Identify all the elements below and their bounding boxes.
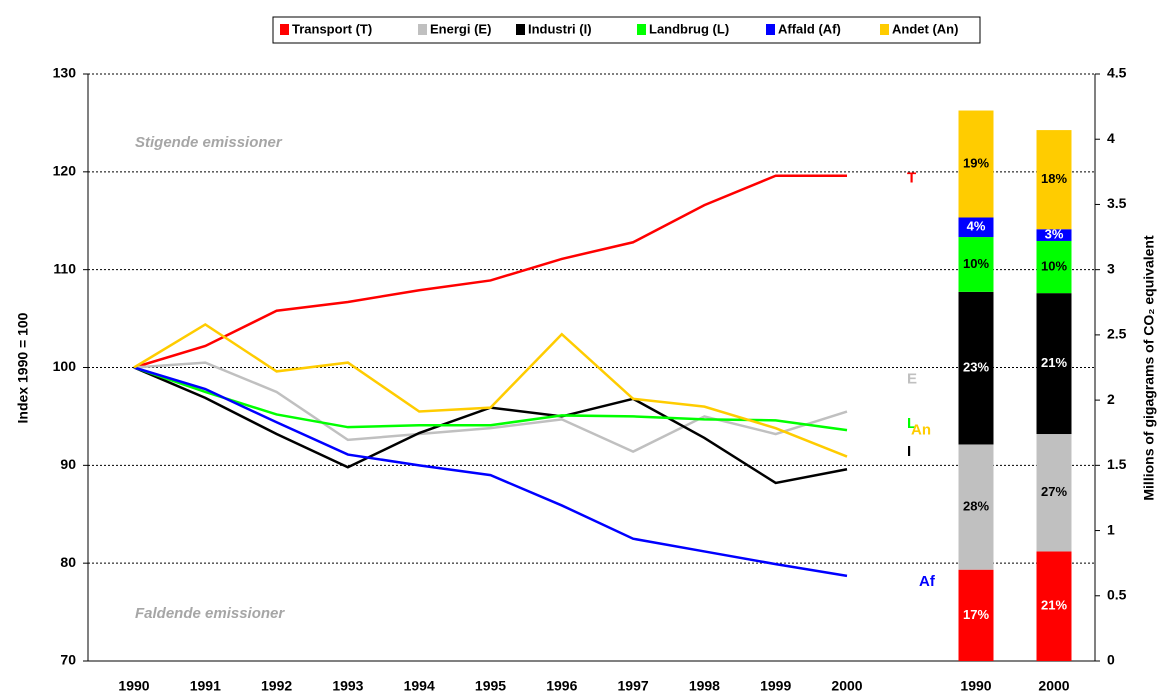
legend-box xyxy=(272,16,981,44)
line-series xyxy=(133,174,847,369)
x-tick-label: 1996 xyxy=(546,678,577,694)
legend-label: Affald (Af) xyxy=(778,21,841,36)
bar-segment xyxy=(958,569,994,661)
y2-tick-label: 1.5 xyxy=(1107,456,1127,472)
x-tick-label: 1993 xyxy=(332,678,363,694)
x-tick-label: 1999 xyxy=(760,678,791,694)
bar-value-label: 19% xyxy=(963,155,989,170)
bar-segment xyxy=(958,217,994,238)
bar-value-label: 21% xyxy=(1041,355,1067,370)
line-series xyxy=(133,366,848,432)
x-tick-label: 1992 xyxy=(261,678,292,694)
legend-label: Transport (T) xyxy=(292,21,372,36)
legend-swatch xyxy=(766,24,775,35)
bar-value-label: 28% xyxy=(963,499,989,514)
bar-value-label: 10% xyxy=(963,256,989,271)
y2-tick-label: 4 xyxy=(1107,130,1115,146)
y2-tick-label: 0.5 xyxy=(1107,586,1127,602)
legend-swatch xyxy=(516,24,525,35)
legend-swatch xyxy=(280,24,289,35)
legend-swatch xyxy=(880,24,889,35)
y2-tick-label: 0 xyxy=(1107,652,1115,668)
series-end-label: E xyxy=(907,370,917,387)
bar-segment xyxy=(958,110,994,218)
annotation: Faldende emissioner xyxy=(135,605,285,622)
y-tick-label: 120 xyxy=(53,163,77,179)
x-tick-label: 2000 xyxy=(1038,678,1069,694)
legend-label: Landbrug (L) xyxy=(649,21,729,36)
x-tick-label: 1990 xyxy=(960,678,991,694)
y2-tick-label: 2.5 xyxy=(1107,326,1127,342)
legend-label: Industri (I) xyxy=(528,21,592,36)
series-end-label: An xyxy=(911,421,931,438)
bar-value-label: 23% xyxy=(963,360,989,375)
series-end-label: T xyxy=(907,170,916,187)
series-end-label: Af xyxy=(919,573,936,590)
series-end-label: L xyxy=(907,415,916,432)
y2-tick-label: 1 xyxy=(1107,521,1115,537)
x-tick-label: 1990 xyxy=(118,678,149,694)
x-tick-label: 2000 xyxy=(831,678,862,694)
x-tick-label: 1991 xyxy=(190,678,221,694)
legend-label: Andet (An) xyxy=(892,21,958,36)
legend-label: Energi (E) xyxy=(430,21,491,36)
bar-segment xyxy=(958,237,994,292)
bar-value-label: 18% xyxy=(1041,171,1067,186)
bar-value-label: 17% xyxy=(963,607,989,622)
y2-axis-title: Millions of gigagrams of CO₂ equivalent xyxy=(1141,235,1157,501)
y-tick-label: 110 xyxy=(53,260,76,276)
bar-segment xyxy=(958,291,994,445)
y-tick-label: 70 xyxy=(60,652,76,668)
y2-tick-label: 3.5 xyxy=(1107,195,1127,211)
x-tick-label: 1997 xyxy=(618,678,649,694)
bar-segment xyxy=(1036,240,1072,294)
bar-segment xyxy=(1036,434,1072,552)
line-series xyxy=(133,366,848,578)
y2-tick-label: 2 xyxy=(1107,391,1115,407)
bar-value-label: 21% xyxy=(1041,598,1067,613)
x-tick-label: 1995 xyxy=(475,678,506,694)
bar-value-label: 4% xyxy=(967,219,986,234)
bar-value-label: 10% xyxy=(1041,258,1067,273)
x-tick-label: 1998 xyxy=(689,678,720,694)
y-axis-title: Index 1990 = 100 xyxy=(15,312,31,423)
y-tick-label: 100 xyxy=(53,358,77,374)
legend-swatch xyxy=(418,24,427,35)
bar-segment xyxy=(1036,551,1072,661)
y2-tick-label: 3 xyxy=(1107,260,1115,276)
bar-segment xyxy=(1036,130,1072,230)
bar-segment xyxy=(958,444,994,570)
y2-tick-label: 4.5 xyxy=(1107,65,1127,81)
line-series xyxy=(133,361,848,454)
bar-value-label: 27% xyxy=(1041,484,1067,499)
annotation: Stigende emissioner xyxy=(135,134,283,151)
x-tick-label: 1994 xyxy=(404,678,435,694)
y-tick-label: 90 xyxy=(60,456,76,472)
bar-segment xyxy=(1036,229,1072,241)
bar-segment xyxy=(1036,293,1072,435)
bar-value-label: 3% xyxy=(1045,227,1064,242)
line-series xyxy=(133,322,848,458)
legend-swatch xyxy=(637,24,646,35)
y-tick-label: 130 xyxy=(53,65,77,81)
y-tick-label: 80 xyxy=(60,554,76,570)
series-end-label: I xyxy=(907,443,911,460)
